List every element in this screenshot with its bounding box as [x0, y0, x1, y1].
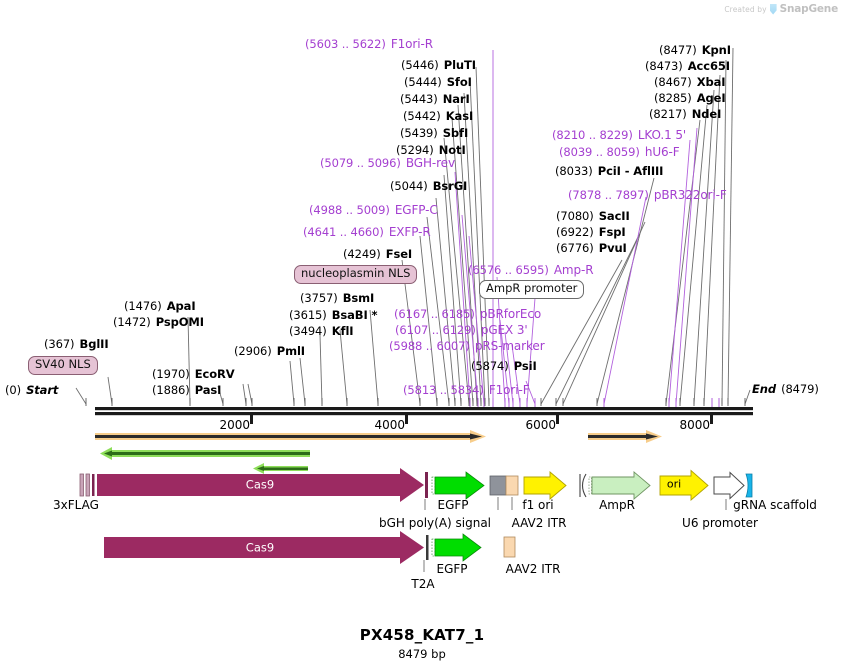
enzyme-label-narI: (5443) NarI: [400, 92, 470, 106]
watermark-created-by-label: Created by: [724, 4, 767, 14]
feature-aav2-itr-block: [505, 475, 519, 496]
enzyme-label-kasI: (5442) KasI: [403, 109, 474, 123]
feature-label-3xflag: 3xFLAG: [53, 498, 99, 512]
feature-label-u6-promoter: U6 promoter: [682, 516, 758, 530]
primer-ticks: [469, 398, 720, 408]
feature-ampr-promoter-marker: [579, 473, 587, 498]
feature-egfp-arrow-row2: [431, 533, 482, 562]
feature-3xflag-block: [79, 473, 84, 497]
enzyme-label-notI: (5294) NotI: [396, 143, 466, 157]
feature-inline-label-ori: ori: [666, 477, 682, 491]
ruler-tick-label-6000: 6000: [525, 418, 556, 432]
enzyme-label-fseI: (4249) FseI: [343, 247, 413, 261]
feature-chip-nucleoplasmin-nls: nucleoplasmin NLS: [294, 265, 418, 284]
feature-row-1: [79, 468, 753, 502]
enzyme-label-psiI: (5874) PsiI: [471, 359, 537, 373]
enzyme-label-apaI: (1476) ApaI: [124, 299, 196, 313]
enzyme-label-fspI: (6922) FspI: [556, 225, 626, 239]
feature-label-aav2-itr: AAV2 ITR: [511, 516, 567, 530]
enzyme-label-pspomI: (1472) PspOMI: [113, 315, 204, 329]
feature-label-aav2-itr-row2: AAV2 ITR: [505, 562, 561, 576]
primer-label-f1ori-f: (5813 .. 5834) F1ori-F: [403, 383, 530, 397]
primer-label-amp-r: (6576 .. 6595) Amp-R: [468, 263, 594, 277]
feature-inline-label-cas9: Cas9: [245, 477, 275, 492]
enzyme-label-bsabI: (3615) BsaBI *: [289, 308, 378, 322]
primer-label-pgex-3: (6107 .. 6129) pGEX 3': [395, 323, 528, 337]
enzyme-label-kpnI: (8477) KpnI: [659, 43, 731, 57]
enzyme-label-sbfI: (5439) SbfI: [400, 126, 469, 140]
primer-label-pbr322ori-f: (7878 .. 7897) pBR322ori-F: [568, 188, 727, 202]
feature-label-grna-scaffold: gRNA scaffold: [733, 498, 817, 512]
feature-label-f1-ori: f1 ori: [522, 498, 554, 512]
enzyme-label-acc65I: (8473) Acc65I: [645, 59, 730, 73]
linear-map-graphics: [79, 398, 753, 572]
feature-cas9-arrow: [97, 468, 424, 502]
feature-ori-arrow: [659, 469, 709, 501]
primer-label-f1ori-r: (5603 .. 5622) F1ori-R: [305, 37, 433, 51]
enzyme-label-ecorv: (1970) EcoRV: [152, 367, 235, 381]
cut-site-ticks: [85, 398, 746, 406]
plasmid-name: PX458_KAT7_1: [359, 626, 485, 644]
sequence-start-label: (0) Start: [5, 383, 59, 397]
enzyme-label-pvuI: (6776) PvuI: [556, 241, 627, 255]
ruler-tick-label-8000: 8000: [679, 418, 710, 432]
feature-label-bgh-polya: bGH poly(A) signal: [378, 516, 492, 530]
feature-label-ampr: AmpR: [599, 498, 635, 512]
snapgene-flag-icon: [769, 3, 777, 15]
feature-nls-block: [92, 474, 95, 496]
enzyme-label-pasI: (1886) PasI: [152, 383, 222, 397]
sequence-backbone: [95, 407, 753, 416]
primer-label-hu6-f: (8039 .. 8059) hU6-F: [559, 145, 680, 159]
feature-inline-label-cas9-row2: Cas9: [245, 540, 275, 555]
primer-label-egfp-c: (4988 .. 5009) EGFP-C: [309, 203, 438, 217]
primer-label-bgh-rev: (5079 .. 5096) BGH-rev: [320, 156, 455, 170]
sequence-end-label: End (8479): [752, 382, 819, 396]
green-primer-arrows: [100, 447, 310, 474]
enzyme-label-sfoI: (5444) SfoI: [404, 75, 472, 89]
feature-bgh-polya-block: [425, 472, 428, 498]
enzyme-label-kflI: (3494) KflI: [289, 324, 354, 338]
enzyme-label-ageI: (8285) AgeI: [654, 91, 726, 105]
watermark-brand-label: SnapGene: [779, 3, 839, 15]
enzyme-label-pmlI: (2906) PmlI: [234, 344, 305, 358]
feature-label-t2a: T2A: [411, 577, 435, 591]
feature-cas9-arrow-row2: [104, 531, 424, 564]
enzyme-label-bsrgI: (5044) BsrGI: [390, 179, 468, 193]
ruler-tick-label-4000: 4000: [374, 418, 405, 432]
title-block: PX458_KAT7_1 8479 bp: [0, 626, 844, 661]
enzyme-label-ndeI: (8217) NdeI: [649, 107, 722, 121]
feature-aav2-itr-block-row2: [503, 536, 516, 558]
feature-chip-ampr-promoter: AmpR promoter: [479, 280, 585, 299]
feature-label-egfp: EGFP: [437, 498, 469, 512]
feature-f1-ori-arrow: [523, 471, 567, 500]
primer-label-pbrforeco: (6167 .. 6185) pBRforEco: [394, 307, 542, 321]
enzyme-label-xbaI: (8467) XbaI: [654, 75, 726, 89]
primer-feature-arrows: [95, 430, 662, 443]
feature-label-egfp-row2: EGFP: [436, 562, 468, 576]
ruler-major-ticks: [250, 415, 713, 424]
feature-row-2: [104, 531, 516, 564]
feature-label-leaders: [424, 497, 727, 510]
feature-chip-sv40-nls: SV40 NLS: [28, 356, 98, 375]
enzyme-label-bsmI: (3757) BsmI: [300, 291, 375, 305]
primer-label-exfp-r: (4641 .. 4660) EXFP-R: [303, 225, 431, 239]
ruler-tick-label-2000: 2000: [219, 418, 250, 432]
enzyme-label-pciI-afliii: (8033) PciI - AflIII: [555, 164, 664, 178]
enzyme-label-sacII: (7080) SacII: [556, 209, 630, 223]
feature-egfp-arrow: [431, 471, 485, 500]
plasmid-size: 8479 bp: [398, 647, 446, 661]
enzyme-label-plutI: (5446) PluTI: [401, 58, 476, 72]
feature-aav2-itr-gray: [489, 475, 507, 496]
primer-label-lko1-5: (8210 .. 8229) LKO.1 5': [552, 128, 687, 142]
feature-t2a-block: [426, 535, 429, 560]
enzyme-label-bglII: (367) BglII: [44, 337, 109, 351]
primer-label-prs-marker: (5988 .. 6007) pRS-marker: [389, 339, 545, 353]
feature-u6-promoter-arrow: [713, 471, 745, 500]
feature-ampr-arrow: [588, 471, 651, 500]
snapgene-watermark: Created by SnapGene: [724, 3, 838, 15]
feature-grna-scaffold-block: [745, 473, 753, 498]
